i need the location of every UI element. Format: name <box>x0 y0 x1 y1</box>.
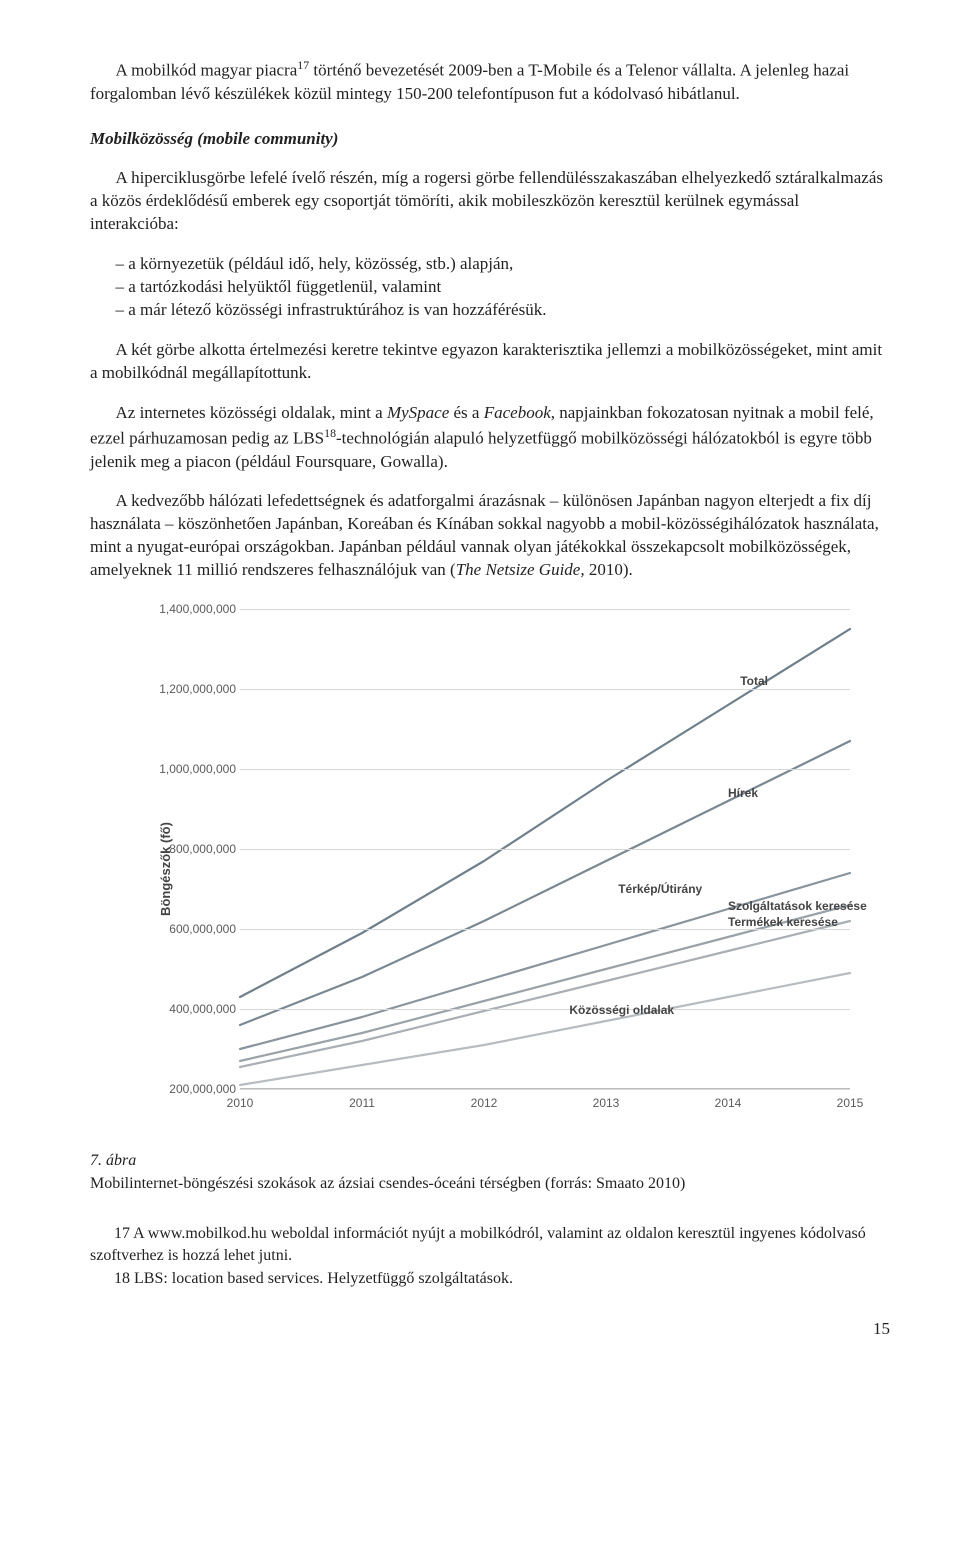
page-number: 15 <box>90 1318 890 1341</box>
footnote-ref-18: 18 <box>324 426 336 440</box>
gridline <box>240 609 850 610</box>
section-title: Mobilközösség (mobile community) <box>90 128 890 151</box>
y-tick-label: 600,000,000 <box>169 921 236 937</box>
footnotes: 17 A www.mobilkod.hu weboldal információ… <box>90 1223 890 1290</box>
para4-a: Az internetes közösségi oldalak, mint a <box>116 403 387 422</box>
y-tick-label: 1,400,000,000 <box>159 601 236 617</box>
y-tick-label: 1,200,000,000 <box>159 681 236 697</box>
y-axis-label: Böngészők (fő) <box>157 822 175 916</box>
para4-facebook: Facebook <box>484 403 551 422</box>
footnote-ref-17: 17 <box>297 58 309 72</box>
x-tick-label: 2013 <box>593 1095 620 1111</box>
para5-b: 2010). <box>585 560 633 579</box>
figure-7: Böngészők (fő) Total Hírek Térkép/Útirány S… <box>90 599 890 1139</box>
y-tick-label: 400,000,000 <box>169 1001 236 1017</box>
series-label: Közösségi oldalak <box>569 1002 674 1018</box>
series-line <box>240 921 850 1067</box>
footnote-18: 18 LBS: location based services. Helyzet… <box>90 1268 890 1290</box>
x-tick-label: 2015 <box>837 1095 864 1111</box>
paragraph-2: A hiperciklusgörbe lefelé ívelő részén, … <box>90 167 890 236</box>
bullet-2: – a tartózkodási helyüktől függetlenül, … <box>90 276 890 299</box>
y-tick-label: 800,000,000 <box>169 841 236 857</box>
series-label: Total <box>740 673 768 689</box>
paragraph-3: A két görbe alkotta értelmezési keretre … <box>90 339 890 385</box>
series-label: Hírek <box>728 785 758 801</box>
x-tick-label: 2011 <box>349 1095 375 1111</box>
gridline <box>240 1089 850 1090</box>
series-label: Térkép/Útirány <box>618 881 702 897</box>
caption-number: 7. ábra <box>90 1152 136 1169</box>
para4-b: és a <box>449 403 483 422</box>
footnote-17: 17 A www.mobilkod.hu weboldal információ… <box>90 1223 890 1266</box>
x-tick-label: 2014 <box>715 1095 742 1111</box>
caption-text: Mobilinternet-böngészési szokások az ázs… <box>90 1175 685 1192</box>
paragraph-4: Az internetes közösségi oldalak, mint a … <box>90 402 890 473</box>
bullet-1: – a környezetük (például idő, hely, közö… <box>90 253 890 276</box>
x-tick-label: 2012 <box>471 1095 498 1111</box>
figure-caption: 7. ábra Mobilinternet-böngészési szokáso… <box>90 1149 890 1195</box>
para5-cite: The Netsize Guide, <box>456 560 585 579</box>
bullet-3: – a már létező közösségi infrastruktúráh… <box>90 299 890 322</box>
para4-myspace: MySpace <box>387 403 449 422</box>
chart: Böngészők (fő) TotalHírekTérkép/ÚtirányS… <box>120 599 860 1139</box>
series-label: Szolgáltatások keresése <box>728 898 867 914</box>
series-label: Termékek keresése <box>728 914 838 930</box>
series-line <box>240 741 850 1025</box>
x-tick-label: 2010 <box>227 1095 254 1111</box>
gridline <box>240 849 850 850</box>
para1-a: A mobilkód magyar piacra <box>116 61 298 80</box>
paragraph-5: A kedvezőbb hálózati lefedettségnek és a… <box>90 490 890 582</box>
gridline <box>240 769 850 770</box>
paragraph-1: A mobilkód magyar piacra17 történő bevez… <box>90 57 890 106</box>
gridline <box>240 1009 850 1010</box>
y-tick-label: 1,000,000,000 <box>159 761 236 777</box>
plot-area: TotalHírekTérkép/ÚtiránySzolgáltatások k… <box>240 609 850 1089</box>
